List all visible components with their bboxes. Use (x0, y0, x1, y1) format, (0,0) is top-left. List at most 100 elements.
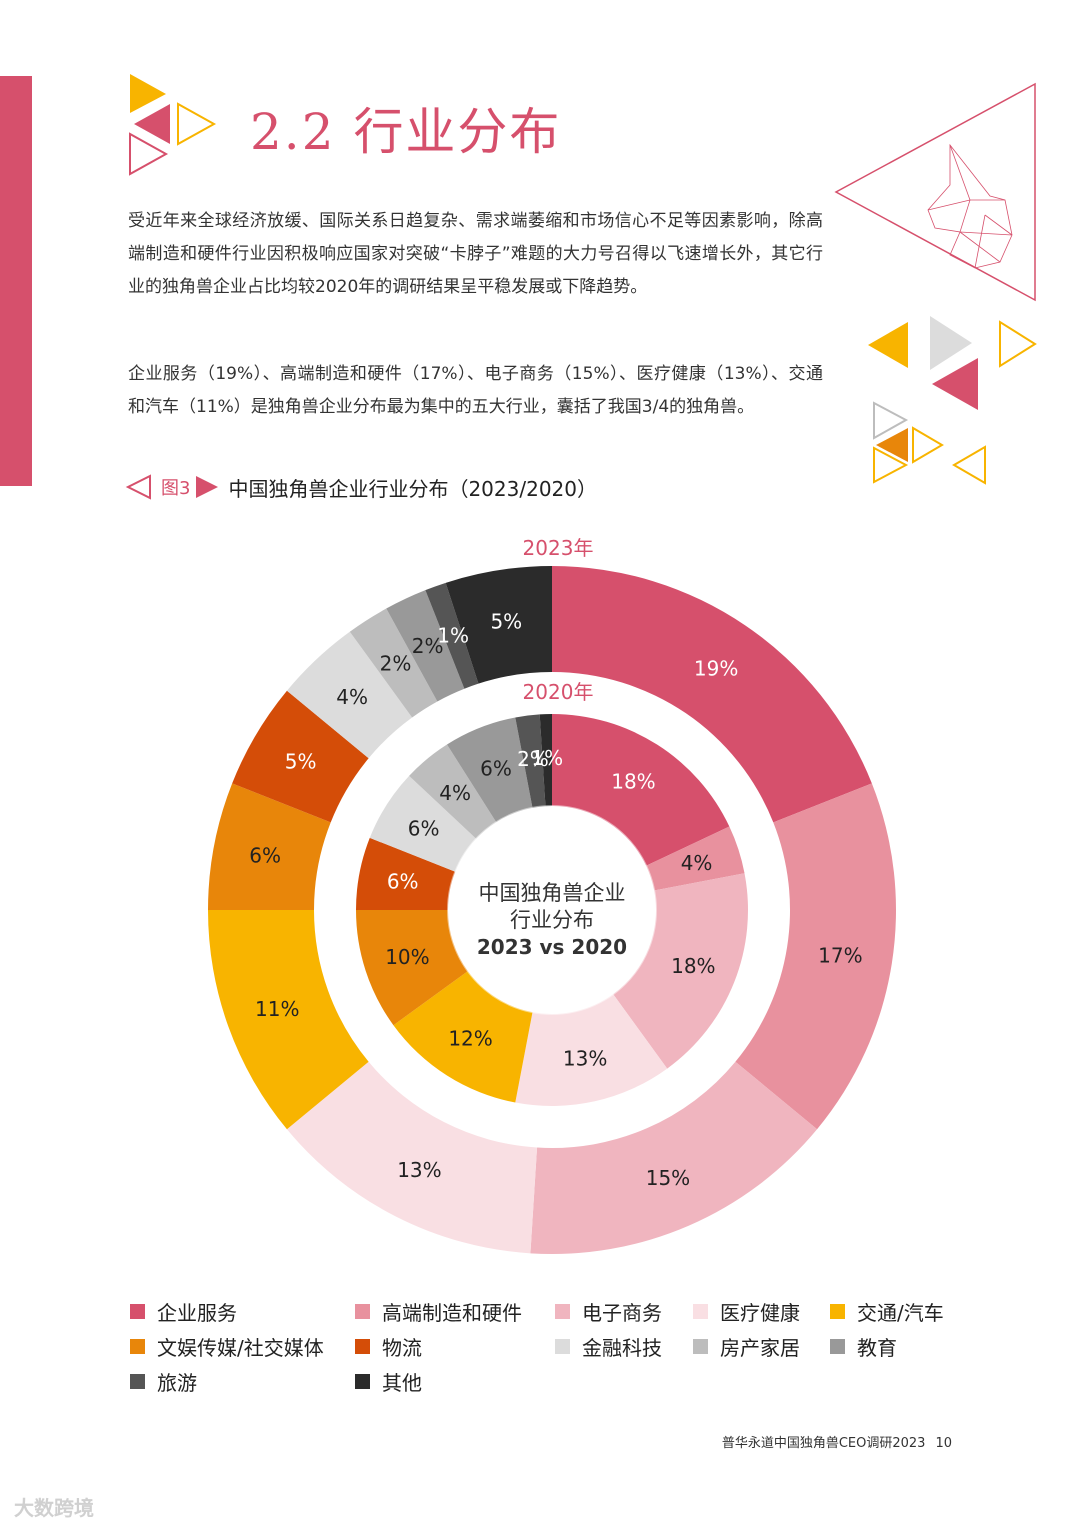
inner-slice-10 (515, 714, 546, 808)
outer-slice-9 (386, 590, 465, 702)
inner-data-label-6: 6% (387, 870, 419, 894)
triangle-icon (873, 446, 909, 484)
legend-label: 企业服务 (157, 1301, 237, 1325)
triangle-icon (177, 102, 217, 146)
center-label-line1: 中国独角兽企业 (479, 881, 626, 905)
summary-paragraph: 企业服务（19%）、高端制造和硬件（17%）、电子商务（15%）、医疗健康（13… (128, 364, 823, 417)
outer-data-label-0: 19% (694, 656, 738, 680)
legend-item: 文娱传媒/社交媒体 (130, 1332, 324, 1361)
legend-label: 其他 (382, 1371, 422, 1395)
outer-slice-4 (208, 910, 369, 1130)
legend-label: 旅游 (157, 1371, 197, 1395)
left-accent-bar (0, 76, 32, 486)
center-label-line2: 行业分布 (510, 908, 594, 932)
intro-paragraph: 受近年来全球经济放缓、国际关系日趋复杂、需求端萎缩和市场信心不足等因素影响，除高… (128, 211, 823, 297)
triangle-icon (873, 401, 909, 440)
figure-number: 图3 (161, 478, 191, 499)
legend-label: 电子商务 (582, 1301, 662, 1325)
outer-slice-0 (552, 566, 872, 823)
legend-swatch (355, 1304, 370, 1319)
inner-data-label-9: 6% (480, 757, 512, 781)
inner-slice-1 (646, 826, 745, 891)
inner-slice-5 (356, 910, 468, 1026)
legend-label: 物流 (382, 1336, 422, 1360)
outer-slice-6 (232, 690, 369, 823)
triangle-icon (999, 320, 1037, 368)
outer-slice-5 (208, 783, 331, 910)
outer-slice-7 (286, 631, 413, 759)
legend-label: 交通/汽车 (857, 1301, 944, 1325)
legend-item: 企业服务 (130, 1297, 237, 1326)
legend-item: 医疗健康 (693, 1297, 800, 1326)
legend-item: 物流 (355, 1332, 422, 1361)
outer-data-label-1: 17% (818, 944, 862, 968)
outer-data-label-10: 1% (437, 623, 469, 647)
outer-data-label-8: 2% (380, 651, 412, 675)
inner-slice-6 (356, 837, 456, 910)
triangle-icon (134, 104, 170, 144)
legend-label: 房产家居 (720, 1336, 800, 1360)
legend-item: 教育 (830, 1332, 897, 1361)
outer-slice-1 (735, 783, 897, 1130)
inner-slice-2 (613, 873, 748, 1069)
legend-swatch (555, 1304, 570, 1319)
inner-data-label-3: 13% (563, 1046, 607, 1070)
outer-slice-8 (349, 608, 438, 718)
inner-slice-9 (446, 717, 533, 823)
legend-label: 文娱传媒/社交媒体 (157, 1336, 324, 1360)
section-number: 2.2 (250, 103, 336, 161)
legend-label: 高端制造和硬件 (382, 1301, 522, 1325)
triangle-icon (932, 358, 978, 410)
legend-label: 医疗健康 (720, 1301, 800, 1325)
triangle-icon (876, 428, 908, 462)
inner-slice-8 (409, 744, 497, 839)
legend-swatch (693, 1339, 708, 1354)
outer-data-label-3: 13% (397, 1158, 441, 1182)
page-footer: 普华永道中国独角兽CEO调研2023 10 (722, 1432, 952, 1451)
outer-data-label-11: 5% (490, 610, 522, 634)
legend-swatch (130, 1304, 145, 1319)
outer-data-label-7: 4% (336, 685, 368, 709)
legend-item: 交通/汽车 (830, 1297, 944, 1326)
legend-label: 教育 (857, 1336, 897, 1360)
outer-slice-2 (530, 1061, 818, 1254)
center-label-line3: 2023 vs 2020 (477, 935, 627, 959)
outer-slice-3 (286, 1061, 538, 1254)
outer-data-label-9: 2% (412, 634, 444, 658)
outer-data-label-5: 6% (249, 843, 281, 867)
section-title: 2.2 行业分布 (250, 92, 561, 164)
triangle-icon (130, 74, 166, 113)
legend-swatch (355, 1374, 370, 1389)
triangle-icon (912, 426, 944, 464)
legend-swatch (130, 1374, 145, 1389)
legend-item: 高端制造和硬件 (355, 1297, 522, 1326)
watermark: 大数跨境 (14, 1496, 94, 1520)
outer-data-label-2: 15% (646, 1166, 690, 1190)
legend-item: 旅游 (130, 1367, 197, 1396)
inner-data-label-7: 6% (408, 817, 440, 841)
inner-slice-3 (515, 994, 668, 1106)
figure-title: 中国独角兽企业行业分布（2023/2020） (228, 476, 597, 501)
outer-ring-label: 2023年 (523, 536, 594, 560)
outline-arrow-left-icon (125, 474, 151, 500)
inner-slice-4 (393, 971, 533, 1103)
legend-item: 电子商务 (555, 1297, 662, 1326)
unicorn-icon (927, 143, 1013, 269)
triangle-icon (930, 316, 972, 370)
slice-labels: 19%17%15%13%11%6%5%4%2%2%1%5%18%4%18%13%… (249, 610, 862, 1190)
triangle-icon (868, 322, 908, 368)
inner-ring-highlight (447, 805, 657, 1015)
legend-item: 房产家居 (693, 1332, 800, 1361)
footer-text: 普华永道中国独角兽CEO调研2023 (721, 1436, 926, 1451)
inner-slice-11 (539, 714, 552, 807)
outer-slice-10 (425, 582, 479, 689)
inner-data-label-2: 18% (671, 954, 715, 978)
inner-data-label-0: 18% (611, 770, 655, 794)
inner-ring-label: 2020年 (523, 680, 594, 704)
page-number: 10 (935, 1436, 952, 1451)
legend-label: 金融科技 (582, 1336, 662, 1360)
figure-caption: 图3 中国独角兽企业行业分布（2023/2020） (125, 470, 597, 504)
inner-data-label-5: 10% (385, 945, 429, 969)
donut-chart: 19%17%15%13%11%6%5%4%2%2%1%5%18%4%18%13%… (208, 536, 897, 1254)
legend-swatch (355, 1339, 370, 1354)
